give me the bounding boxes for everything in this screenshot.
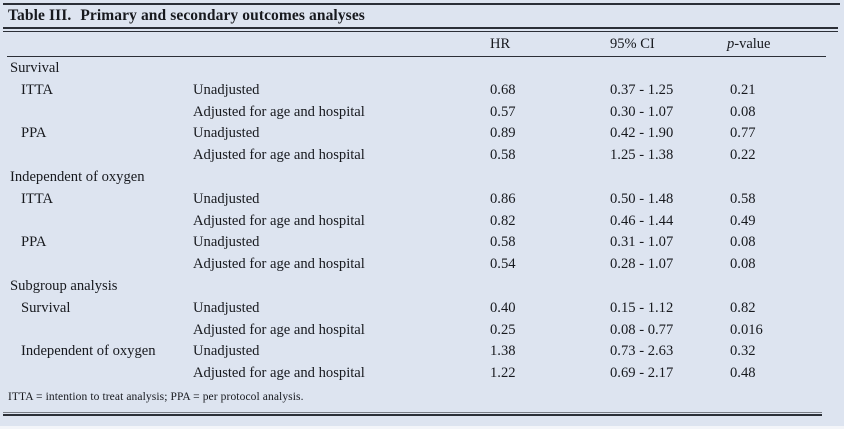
- hr-value: 0.57: [490, 103, 516, 120]
- table-row: Adjusted for age and hospital 0.25 0.08 …: [0, 320, 844, 342]
- analysis-type-label: PPA: [21, 125, 47, 142]
- table-row: Adjusted for age and hospital 0.82 0.46 …: [0, 211, 844, 233]
- p-value: 0.77: [730, 125, 756, 142]
- column-header-p-value: p-value: [727, 36, 770, 53]
- group-label: Survival: [10, 60, 60, 76]
- hr-value: 0.25: [490, 321, 516, 338]
- ci-value: 1.25 - 1.38: [610, 147, 674, 164]
- hr-value: 0.40: [490, 299, 516, 316]
- p-value: 0.21: [730, 81, 756, 98]
- group-label: Independent of oxygen: [10, 168, 145, 185]
- p-value: 0.82: [730, 299, 756, 316]
- hr-value: 1.22: [490, 365, 516, 382]
- p-value: 0.32: [730, 343, 756, 360]
- ci-value: 0.37 - 1.25: [610, 81, 674, 98]
- table-row: ITTA Unadjusted 0.68 0.37 - 1.25 0.21: [0, 80, 844, 102]
- ci-value: 0.08 - 0.77: [610, 321, 674, 338]
- adjustment-label: Unadjusted: [193, 343, 260, 360]
- p-value: 0.08: [730, 234, 756, 251]
- ci-value: 0.73 - 2.63: [610, 343, 674, 360]
- hr-value: 0.86: [490, 190, 516, 207]
- table-group-row: Subgroup analysis: [0, 276, 844, 298]
- hr-value: 0.89: [490, 125, 516, 142]
- ci-value: 0.46 - 1.44: [610, 212, 674, 229]
- p-italic: p: [727, 36, 735, 52]
- adjustment-label: Unadjusted: [193, 299, 260, 316]
- table-group-row: Survival: [0, 58, 844, 80]
- hr-value: 1.38: [490, 343, 516, 360]
- table-title: Table III. Primary and secondary outcomes…: [8, 7, 365, 25]
- table-row: ITTA Unadjusted 0.86 0.50 - 1.48 0.58: [0, 189, 844, 211]
- column-header-row: HR 95% CI p-value: [0, 36, 844, 56]
- p-value: 0.48: [730, 365, 756, 382]
- adjustment-label: Adjusted for age and hospital: [193, 321, 365, 338]
- ci-value: 0.15 - 1.12: [610, 299, 674, 316]
- p-value: 0.016: [730, 321, 763, 338]
- title-double-rule: [3, 27, 838, 32]
- column-header-ci: 95% CI: [610, 36, 655, 52]
- table-row: Adjusted for age and hospital 0.57 0.30 …: [0, 102, 844, 124]
- adjustment-label: Adjusted for age and hospital: [193, 147, 365, 164]
- table-title-text: Primary and secondary outcomes analyses: [80, 7, 365, 24]
- table-row: Adjusted for age and hospital 0.54 0.28 …: [0, 254, 844, 276]
- adjustment-label: Unadjusted: [193, 81, 260, 98]
- adjustment-label: Unadjusted: [193, 125, 260, 142]
- ci-value: 0.42 - 1.90: [610, 125, 674, 142]
- analysis-type-label: Survival: [21, 299, 71, 316]
- table-row: Adjusted for age and hospital 0.58 1.25 …: [0, 145, 844, 167]
- bottom-double-rule: [3, 412, 822, 416]
- table-footnote: ITTA = intention to treat analysis; PPA …: [8, 391, 304, 403]
- table-row: PPA Unadjusted 0.89 0.42 - 1.90 0.77: [0, 123, 844, 145]
- ci-value: 0.31 - 1.07: [610, 234, 674, 251]
- adjustment-label: Unadjusted: [193, 190, 260, 207]
- ci-value: 0.28 - 1.07: [610, 256, 674, 273]
- ci-value: 0.30 - 1.07: [610, 103, 674, 120]
- hr-value: 0.82: [490, 212, 516, 229]
- table-row: Adjusted for age and hospital 1.22 0.69 …: [0, 363, 844, 385]
- table-number-label: Table III.: [8, 7, 72, 24]
- top-rule: [3, 3, 840, 5]
- adjustment-label: Adjusted for age and hospital: [193, 212, 365, 229]
- hr-value: 0.68: [490, 81, 516, 98]
- table-group-row: Independent of oxygen: [0, 167, 844, 189]
- p-value: 0.58: [730, 190, 756, 207]
- adjustment-label: Adjusted for age and hospital: [193, 256, 365, 273]
- table-row: PPA Unadjusted 0.58 0.31 - 1.07 0.08: [0, 232, 844, 254]
- p-value: 0.08: [730, 256, 756, 273]
- adjustment-label: Adjusted for age and hospital: [193, 103, 365, 120]
- p-value: 0.22: [730, 147, 756, 164]
- ci-value: 0.69 - 2.17: [610, 365, 674, 382]
- table-row: Survival Unadjusted 0.40 0.15 - 1.12 0.8…: [0, 298, 844, 320]
- analysis-type-label: ITTA: [21, 190, 54, 207]
- hr-value: 0.54: [490, 256, 516, 273]
- column-header-hr: HR: [490, 36, 511, 52]
- analysis-type-label: ITTA: [21, 81, 54, 98]
- p-value: 0.49: [730, 212, 756, 229]
- analysis-type-label: PPA: [21, 234, 47, 251]
- adjustment-label: Unadjusted: [193, 234, 260, 251]
- header-rule: [7, 56, 826, 57]
- table-body: Survival ITTA Unadjusted 0.68 0.37 - 1.2…: [0, 58, 844, 385]
- group-label: Subgroup analysis: [10, 277, 118, 294]
- hr-value: 0.58: [490, 234, 516, 251]
- hr-value: 0.58: [490, 147, 516, 164]
- ci-value: 0.50 - 1.48: [610, 190, 674, 207]
- analysis-type-label: Independent of oxygen: [21, 343, 156, 360]
- p-value: 0.08: [730, 103, 756, 120]
- adjustment-label: Adjusted for age and hospital: [193, 365, 365, 382]
- table-row: Independent of oxygen Unadjusted 1.38 0.…: [0, 341, 844, 363]
- p-rest: -value: [734, 36, 771, 52]
